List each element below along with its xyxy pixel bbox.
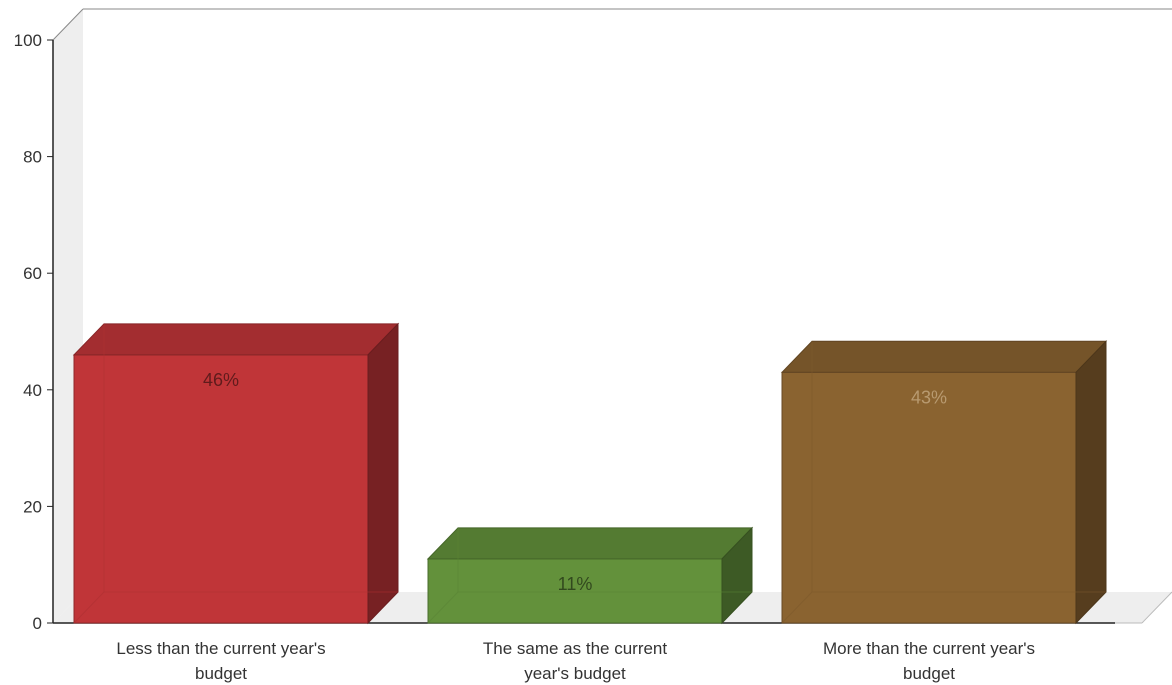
bar-top-face bbox=[72, 323, 400, 356]
bar bbox=[426, 526, 754, 625]
bar-side-face bbox=[1075, 340, 1107, 625]
x-tick-label: year's budget bbox=[524, 664, 626, 683]
bar-front-face bbox=[427, 558, 723, 624]
bar-top-face bbox=[780, 340, 1108, 373]
y-tick-label: 100 bbox=[14, 31, 42, 50]
bar bbox=[780, 340, 1108, 625]
bar-top-face bbox=[426, 527, 754, 560]
y-tick-label: 60 bbox=[23, 264, 42, 283]
bar-back-edge bbox=[73, 591, 105, 624]
bar-front-face bbox=[781, 371, 1077, 624]
chart-data-labels: 46% 11% 43% bbox=[203, 370, 947, 594]
x-tick-label: More than the current year's bbox=[823, 639, 1035, 658]
bar-data-label: 46% bbox=[203, 370, 239, 390]
floor-right-edge bbox=[1141, 591, 1172, 624]
bar-front-face bbox=[73, 354, 369, 624]
chart-axes: 0 20 40 60 80 100 Less than the current year's… bbox=[14, 31, 1115, 683]
x-tick-label: Less than the current year's bbox=[116, 639, 325, 658]
chart-bars bbox=[72, 322, 1108, 625]
x-tick-label: budget bbox=[903, 664, 955, 683]
y-tick-label: 0 bbox=[33, 614, 42, 633]
bar-back-edge bbox=[781, 591, 813, 624]
bar-data-label: 43% bbox=[911, 387, 947, 407]
corner-edge bbox=[52, 8, 84, 41]
bar bbox=[72, 322, 400, 625]
y-tick-label: 40 bbox=[23, 381, 42, 400]
x-tick-label: budget bbox=[195, 664, 247, 683]
bar-side-face bbox=[367, 322, 399, 625]
y-tick-label: 20 bbox=[23, 497, 42, 516]
x-tick-label: The same as the current bbox=[483, 639, 668, 658]
y-tick-label: 80 bbox=[23, 148, 42, 167]
bar-back-edge bbox=[427, 591, 459, 624]
bar-data-label: 11% bbox=[558, 574, 593, 594]
